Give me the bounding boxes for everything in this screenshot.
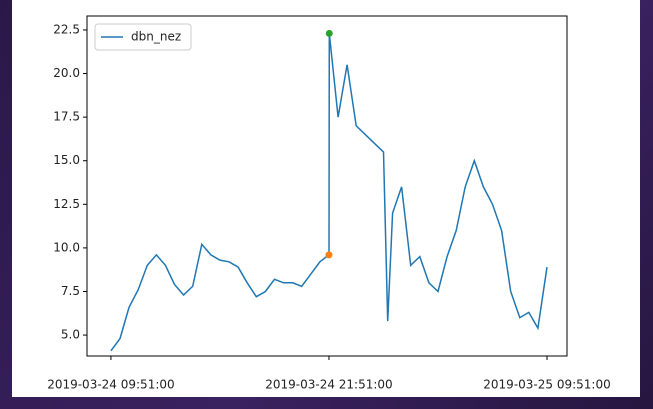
x-tick-label: 2019-03-24 21:51:00 <box>265 378 392 392</box>
figure-background <box>12 0 640 397</box>
legend-box <box>94 23 192 51</box>
y-tick-label: 15.0 <box>53 153 80 167</box>
y-tick-label: 20.0 <box>53 66 80 80</box>
legend-label: dbn_nez <box>131 30 181 44</box>
point-marker <box>325 29 333 37</box>
y-tick-label: 5.0 <box>61 328 80 342</box>
point-marker <box>325 251 333 259</box>
y-tick-label: 7.5 <box>61 284 80 298</box>
y-tick-label: 22.5 <box>53 22 80 36</box>
x-tick-label: 2019-03-24 09:51:00 <box>47 378 174 392</box>
x-tick-label: 2019-03-25 09:51:00 <box>483 378 610 392</box>
y-tick-label: 10.0 <box>53 240 80 254</box>
y-tick-label: 12.5 <box>53 197 80 211</box>
axes-frame <box>86 15 568 357</box>
y-tick-label: 17.5 <box>53 110 80 124</box>
